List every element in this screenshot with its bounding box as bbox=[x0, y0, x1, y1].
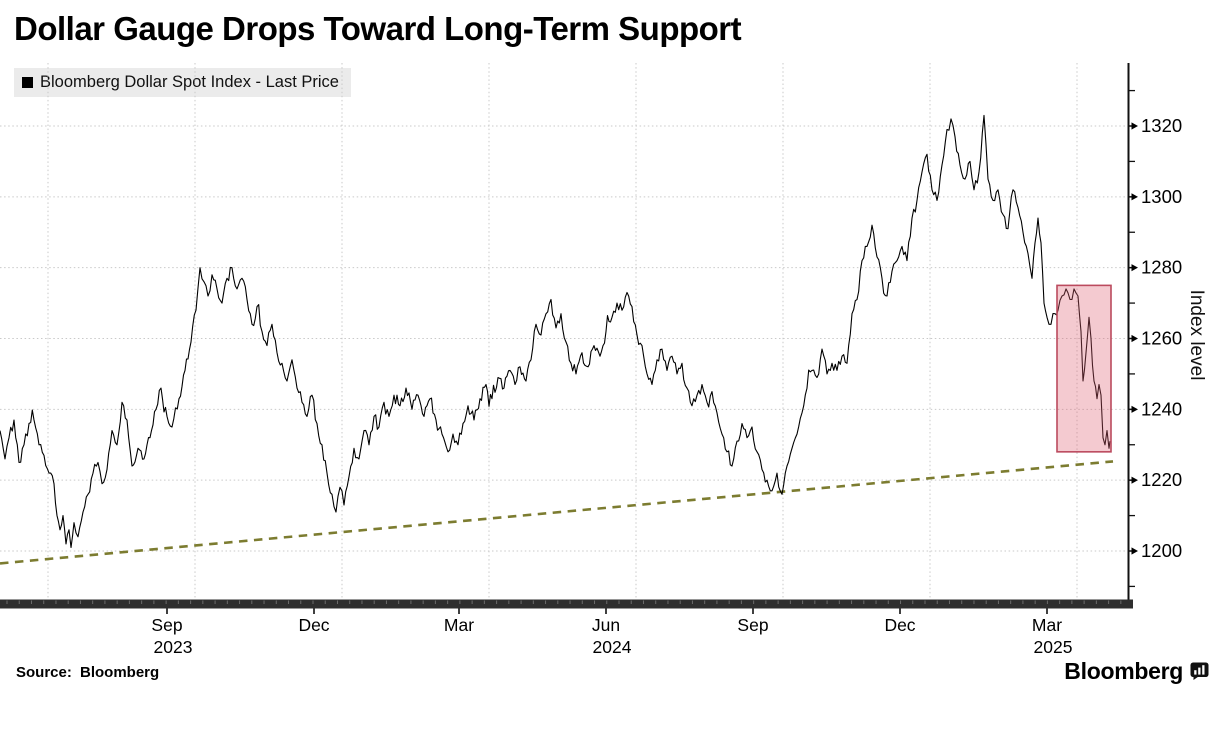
svg-text:1240: 1240 bbox=[1141, 398, 1182, 419]
svg-text:2025: 2025 bbox=[1034, 637, 1073, 657]
legend: Bloomberg Dollar Spot Index - Last Price bbox=[14, 68, 351, 97]
svg-text:Mar: Mar bbox=[1032, 615, 1062, 635]
legend-series-marker bbox=[22, 77, 33, 88]
svg-text:Dec: Dec bbox=[298, 615, 329, 635]
svg-text:1220: 1220 bbox=[1141, 469, 1182, 490]
source-attribution: Source: Bloomberg bbox=[16, 664, 160, 681]
bloomberg-bug-icon bbox=[1190, 662, 1209, 680]
svg-text:Jun: Jun bbox=[592, 615, 620, 635]
price-line-series bbox=[0, 114, 1111, 549]
y-axis: 1200 1220 1240 1260 1280 1300 1320 bbox=[1127, 63, 1182, 609]
gridlines bbox=[0, 63, 1129, 600]
chart-title: Dollar Gauge Drops Toward Long-Term Supp… bbox=[14, 10, 742, 47]
svg-text:1320: 1320 bbox=[1141, 115, 1182, 136]
svg-text:Dec: Dec bbox=[884, 615, 915, 635]
y-axis-title: Index level bbox=[1186, 289, 1207, 381]
svg-text:2024: 2024 bbox=[593, 637, 632, 657]
svg-text:1300: 1300 bbox=[1141, 186, 1182, 207]
legend-series-label: Bloomberg Dollar Spot Index - Last Price bbox=[40, 73, 339, 91]
support-trendline bbox=[0, 460, 1114, 565]
svg-text:1260: 1260 bbox=[1141, 328, 1182, 349]
svg-text:2023: 2023 bbox=[154, 637, 193, 657]
svg-text:Sep: Sep bbox=[151, 615, 182, 635]
svg-text:1200: 1200 bbox=[1141, 540, 1182, 561]
bloomberg-wordmark: Bloomberg bbox=[1064, 658, 1183, 684]
svg-text:Sep: Sep bbox=[737, 615, 768, 635]
recent-drop-highlight-box bbox=[1056, 284, 1112, 453]
svg-text:1280: 1280 bbox=[1141, 257, 1182, 278]
svg-text:Mar: Mar bbox=[444, 615, 474, 635]
bloomberg-brand: Bloomberg bbox=[1064, 658, 1210, 685]
